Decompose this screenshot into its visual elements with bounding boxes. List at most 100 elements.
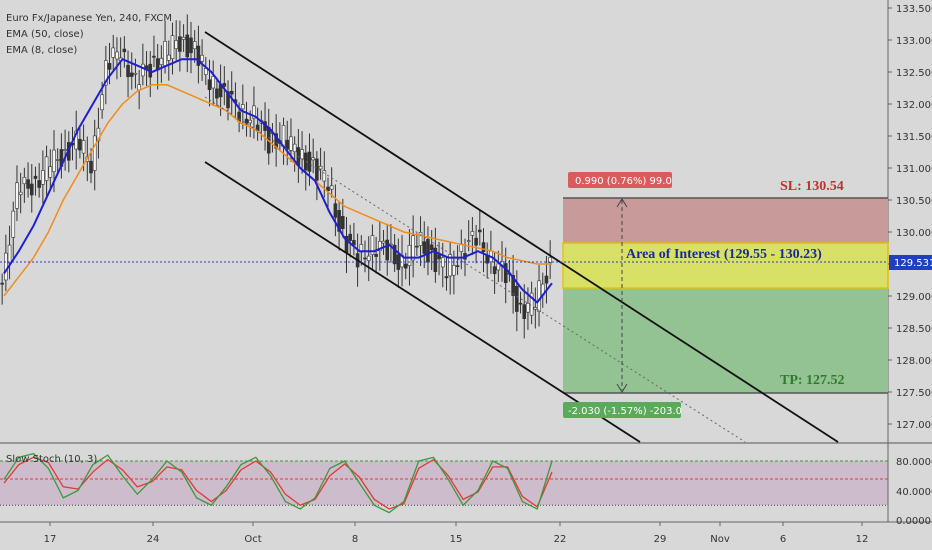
channel-median-line[interactable]	[204, 96, 746, 443]
candle-body[interactable]	[163, 41, 167, 66]
candle-body[interactable]	[470, 231, 475, 236]
candle-body[interactable]	[352, 240, 356, 246]
candle-body[interactable]	[141, 63, 145, 77]
candle-body[interactable]	[252, 105, 256, 119]
candle-body[interactable]	[474, 237, 478, 246]
candle-body[interactable]	[444, 276, 449, 279]
candle-body[interactable]	[329, 185, 334, 190]
candle-body[interactable]	[4, 252, 8, 281]
candle-body[interactable]	[170, 35, 175, 59]
candle-body[interactable]	[315, 158, 319, 181]
ema-fast-line[interactable]	[3, 57, 553, 304]
candle-body[interactable]	[174, 40, 178, 50]
candle-body[interactable]	[152, 55, 156, 58]
candle-body[interactable]	[74, 130, 79, 150]
candle-body[interactable]	[392, 244, 397, 265]
candle-body[interactable]	[89, 160, 93, 174]
candle-body[interactable]	[100, 94, 104, 111]
candle-body[interactable]	[185, 34, 190, 58]
candle-body[interactable]	[229, 90, 234, 95]
candle-body[interactable]	[326, 186, 330, 192]
stoch-k-line[interactable]	[3, 452, 553, 514]
candle-body[interactable]	[511, 275, 515, 296]
candle-body[interactable]	[466, 240, 471, 242]
channel-lower-line[interactable]	[204, 161, 641, 443]
candle-body[interactable]	[18, 191, 23, 195]
candle-body[interactable]	[522, 304, 527, 319]
candle-body[interactable]	[133, 72, 138, 75]
candle-body[interactable]	[181, 36, 186, 40]
candle-body[interactable]	[78, 138, 82, 151]
candle-body[interactable]	[96, 127, 101, 142]
candle-body[interactable]	[207, 79, 212, 91]
candle-body[interactable]	[537, 280, 541, 312]
candle-body[interactable]	[44, 156, 49, 181]
candle-body[interactable]	[41, 170, 45, 185]
candle-body[interactable]	[300, 149, 304, 160]
candle-body[interactable]	[370, 235, 375, 255]
candle-body[interactable]	[433, 247, 438, 273]
candle-body[interactable]	[307, 151, 312, 172]
channel-upper-line[interactable]	[204, 31, 839, 443]
candle-body[interactable]	[55, 159, 60, 161]
candle-body[interactable]	[455, 265, 460, 267]
candle-body[interactable]	[289, 136, 293, 151]
candle-body[interactable]	[422, 241, 427, 254]
candle-body[interactable]	[348, 233, 353, 241]
candle-body[interactable]	[222, 83, 227, 87]
candle-body[interactable]	[411, 235, 415, 261]
candle-body[interactable]	[29, 183, 34, 196]
candle-body[interactable]	[26, 179, 30, 189]
candle-body[interactable]	[426, 238, 430, 263]
candle-body[interactable]	[418, 232, 423, 246]
candle-body[interactable]	[178, 36, 182, 52]
candle-body[interactable]	[244, 118, 249, 124]
candle-body[interactable]	[22, 176, 27, 185]
candle-body[interactable]	[385, 239, 390, 261]
candle-body[interactable]	[515, 285, 519, 312]
candle-body[interactable]	[281, 125, 286, 147]
candle-body[interactable]	[318, 165, 323, 170]
candle-body[interactable]	[363, 257, 367, 260]
candle-body[interactable]	[503, 263, 508, 284]
candle-body[interactable]	[0, 282, 4, 285]
candle-body[interactable]	[111, 47, 116, 58]
candle-body[interactable]	[48, 166, 53, 178]
candle-body[interactable]	[159, 57, 164, 65]
ema-slow-legend[interactable]: EMA (50, close)	[6, 29, 84, 40]
candle-body[interactable]	[481, 242, 486, 253]
candle-body[interactable]	[496, 263, 501, 271]
stop-loss-zone[interactable]	[563, 198, 888, 244]
candle-body[interactable]	[544, 275, 549, 284]
candle-body[interactable]	[381, 240, 386, 244]
candle-body[interactable]	[448, 254, 452, 277]
candle-body[interactable]	[192, 41, 197, 50]
candle-body[interactable]	[37, 180, 41, 188]
candle-body[interactable]	[166, 54, 171, 61]
candle-body[interactable]	[196, 45, 201, 66]
candle-body[interactable]	[126, 64, 130, 78]
candle-body[interactable]	[11, 210, 16, 238]
candle-body[interactable]	[241, 104, 245, 110]
ema-fast-legend[interactable]: EMA (8, close)	[6, 45, 77, 56]
candle-body[interactable]	[311, 157, 315, 161]
candle-body[interactable]	[15, 182, 19, 209]
candle-body[interactable]	[63, 149, 67, 151]
candle-body[interactable]	[366, 255, 371, 261]
candle-body[interactable]	[477, 229, 482, 233]
candle-body[interactable]	[52, 149, 56, 172]
candle-body[interactable]	[92, 135, 97, 171]
candle-body[interactable]	[122, 48, 127, 53]
ema-slow-line[interactable]	[3, 84, 552, 297]
candle-body[interactable]	[407, 245, 412, 266]
candle-body[interactable]	[285, 139, 290, 150]
candle-body[interactable]	[492, 266, 497, 275]
candle-body[interactable]	[33, 175, 38, 179]
candle-body[interactable]	[322, 170, 327, 182]
candle-body[interactable]	[274, 133, 278, 149]
candle-body[interactable]	[415, 245, 419, 248]
candle-body[interactable]	[340, 216, 345, 229]
candle-body[interactable]	[107, 63, 112, 70]
